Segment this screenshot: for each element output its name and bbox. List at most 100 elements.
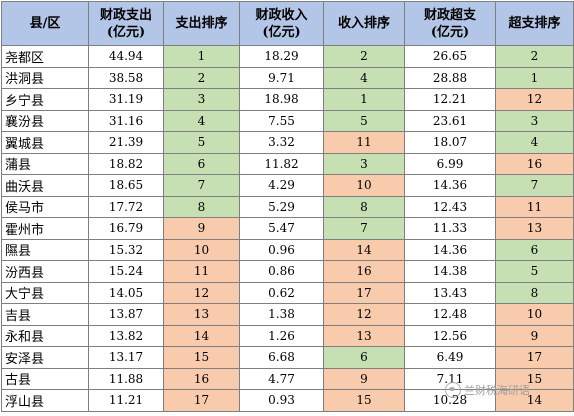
cell-excess: 12.43 — [404, 195, 496, 218]
cell-county: 霍州市 — [1, 217, 89, 240]
cell-expenditure: 15.24 — [88, 260, 164, 283]
cell-expenditure-rank: 12 — [163, 281, 240, 304]
table-row: 曲沃县 18.65 7 4.29 10 14.36 7 — [1, 174, 574, 197]
cell-excess-rank: 1 — [495, 66, 574, 89]
cell-county: 襄汾县 — [1, 109, 89, 132]
table-row: 古县 11.88 16 4.77 9 7.11 15 — [1, 367, 574, 390]
header-revenue-rank: 收入排序 — [323, 1, 405, 46]
header-excess: 财政超支 (亿元) — [404, 1, 496, 46]
cell-expenditure-rank: 7 — [163, 174, 240, 197]
cell-excess-rank: 3 — [495, 109, 574, 132]
cell-revenue: 11.82 — [239, 152, 324, 175]
cell-expenditure-rank: 5 — [163, 131, 240, 154]
cell-county: 尧都区 — [1, 45, 89, 68]
table-row: 蒲县 18.82 6 11.82 3 6.99 16 — [1, 152, 574, 175]
table-row: 汾西县 15.24 11 0.86 16 14.38 5 — [1, 260, 574, 283]
cell-excess: 26.65 — [404, 45, 496, 68]
cell-county: 翼城县 — [1, 131, 89, 154]
cell-county: 洪洞县 — [1, 66, 89, 89]
cell-expenditure-rank: 13 — [163, 303, 240, 326]
cell-revenue-rank: 2 — [323, 45, 405, 68]
cell-revenue-rank: 8 — [323, 195, 405, 218]
cell-county: 乡宁县 — [1, 88, 89, 111]
cell-revenue-rank: 11 — [323, 131, 405, 154]
table-row: 浮山县 11.21 17 0.93 15 10.28 14 — [1, 389, 574, 412]
cell-revenue-rank: 4 — [323, 66, 405, 89]
cell-excess-rank: 16 — [495, 152, 574, 175]
table-row: 侯马市 17.72 8 5.29 8 12.43 11 — [1, 195, 574, 218]
cell-expenditure-rank: 17 — [163, 389, 240, 412]
cell-expenditure: 13.82 — [88, 324, 164, 347]
table-row: 翼城县 21.39 5 3.32 11 18.07 4 — [1, 131, 574, 154]
cell-expenditure: 31.16 — [88, 109, 164, 132]
cell-revenue-rank: 5 — [323, 109, 405, 132]
cell-excess-rank: 10 — [495, 303, 574, 326]
cell-revenue: 18.29 — [239, 45, 324, 68]
cell-expenditure: 38.58 — [88, 66, 164, 89]
cell-expenditure-rank: 2 — [163, 66, 240, 89]
cell-excess: 6.49 — [404, 346, 496, 369]
cell-expenditure-rank: 4 — [163, 109, 240, 132]
table-row: 霍州市 16.79 9 5.47 7 11.33 13 — [1, 217, 574, 240]
cell-revenue: 7.55 — [239, 109, 324, 132]
cell-expenditure-rank: 10 — [163, 238, 240, 261]
cell-expenditure-rank: 16 — [163, 367, 240, 390]
cell-expenditure-rank: 6 — [163, 152, 240, 175]
table-row: 吉县 13.87 13 1.38 12 12.48 10 — [1, 303, 574, 326]
cell-excess-rank: 2 — [495, 45, 574, 68]
cell-revenue-rank: 14 — [323, 238, 405, 261]
cell-county: 浮山县 — [1, 389, 89, 412]
cell-excess-rank: 9 — [495, 324, 574, 347]
cell-revenue: 4.77 — [239, 367, 324, 390]
cell-revenue-rank: 1 — [323, 88, 405, 111]
cell-expenditure-rank: 3 — [163, 88, 240, 111]
cell-excess: 6.99 — [404, 152, 496, 175]
cell-excess-rank: 7 — [495, 174, 574, 197]
cell-revenue-rank: 7 — [323, 217, 405, 240]
cell-expenditure-rank: 8 — [163, 195, 240, 218]
cell-excess: 7.11 — [404, 367, 496, 390]
cell-excess: 12.56 — [404, 324, 496, 347]
cell-revenue-rank: 6 — [323, 346, 405, 369]
cell-revenue-rank: 16 — [323, 260, 405, 283]
cell-revenue: 5.47 — [239, 217, 324, 240]
cell-expenditure: 14.05 — [88, 281, 164, 304]
cell-excess: 14.36 — [404, 238, 496, 261]
cell-excess-rank: 5 — [495, 260, 574, 283]
table-row: 乡宁县 31.19 3 18.98 1 12.21 12 — [1, 88, 574, 111]
table-row: 安泽县 13.17 15 6.68 6 6.49 17 — [1, 346, 574, 369]
cell-excess-rank: 8 — [495, 281, 574, 304]
cell-revenue-rank: 3 — [323, 152, 405, 175]
cell-county: 汾西县 — [1, 260, 89, 283]
cell-revenue-rank: 9 — [323, 367, 405, 390]
header-expenditure-rank: 支出排序 — [163, 1, 240, 46]
cell-revenue: 4.29 — [239, 174, 324, 197]
table-row: 大宁县 14.05 12 0.62 17 13.43 8 — [1, 281, 574, 304]
cell-revenue: 0.62 — [239, 281, 324, 304]
cell-excess: 10.28 — [404, 389, 496, 412]
cell-revenue: 1.38 — [239, 303, 324, 326]
cell-revenue: 9.71 — [239, 66, 324, 89]
cell-excess: 28.88 — [404, 66, 496, 89]
cell-excess: 14.38 — [404, 260, 496, 283]
cell-excess-rank: 6 — [495, 238, 574, 261]
cell-county: 蒲县 — [1, 152, 89, 175]
header-revenue: 财政收入 (亿元) — [239, 1, 324, 46]
cell-excess-rank: 13 — [495, 217, 574, 240]
cell-excess-rank: 12 — [495, 88, 574, 111]
table-row: 洪洞县 38.58 2 9.71 4 28.88 1 — [1, 66, 574, 89]
cell-revenue: 0.96 — [239, 238, 324, 261]
cell-expenditure: 15.32 — [88, 238, 164, 261]
header-excess-rank: 超支排序 — [495, 1, 574, 46]
cell-revenue: 5.29 — [239, 195, 324, 218]
cell-county: 侯马市 — [1, 195, 89, 218]
cell-excess: 23.61 — [404, 109, 496, 132]
cell-expenditure-rank: 11 — [163, 260, 240, 283]
cell-county: 安泽县 — [1, 346, 89, 369]
cell-excess-rank: 11 — [495, 195, 574, 218]
cell-excess: 18.07 — [404, 131, 496, 154]
cell-excess-rank: 4 — [495, 131, 574, 154]
cell-expenditure: 17.72 — [88, 195, 164, 218]
cell-expenditure: 13.17 — [88, 346, 164, 369]
